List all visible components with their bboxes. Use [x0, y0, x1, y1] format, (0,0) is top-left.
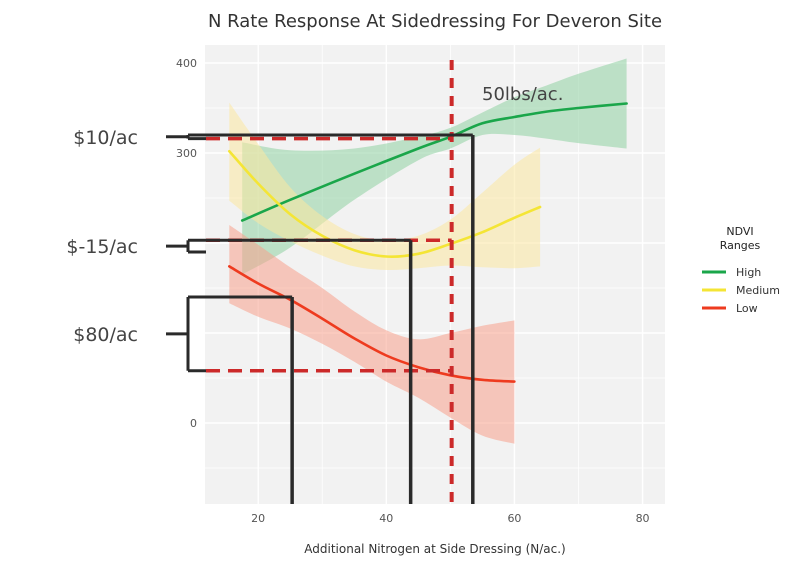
cost-label: $10/ac [73, 127, 138, 149]
confidence-band-low [229, 225, 515, 444]
legend-label-medium: Medium [736, 284, 780, 297]
confidence-band-high [242, 58, 627, 275]
vertical-line-label: 50lbs/ac. [482, 84, 563, 105]
y-tick-label: 300 [176, 147, 197, 160]
y-tick-label: 0 [190, 417, 197, 430]
chart-title: N Rate Response At Sidedressing For Deve… [208, 11, 662, 32]
legend-label-low: Low [736, 302, 758, 315]
cost-label: $-15/ac [66, 236, 138, 258]
y-tick-label: 400 [176, 57, 197, 70]
series-line-medium [228, 149, 542, 258]
series-lines [228, 102, 628, 383]
cost-bracket: $80/ac [73, 295, 294, 504]
legend: NDVI Ranges High Medium Low [702, 225, 780, 315]
series-line-high [240, 102, 628, 222]
x-tick-label: 40 [379, 512, 393, 525]
confidence-bands [229, 58, 627, 444]
legend-label-high: High [736, 266, 761, 279]
x-axis-label: Additional Nitrogen at Side Dressing (N/… [304, 542, 565, 556]
x-tick-label: 80 [636, 512, 650, 525]
x-tick-label: 20 [251, 512, 265, 525]
confidence-band-medium [229, 102, 541, 271]
legend-title-line-1: NDVI [726, 225, 753, 238]
x-tick-label: 60 [507, 512, 521, 525]
legend-title-line-2: Ranges [720, 239, 761, 252]
cost-bracket: $-15/ac [66, 236, 413, 504]
cost-brackets: $10/ac $-15/ac $80/ac [66, 127, 475, 504]
series-line-low [228, 265, 516, 383]
cost-bracket: $10/ac [73, 127, 475, 504]
cost-label: $80/ac [73, 324, 138, 346]
axis-ticks: 20 40 60 80 0 300 400 [176, 57, 650, 525]
